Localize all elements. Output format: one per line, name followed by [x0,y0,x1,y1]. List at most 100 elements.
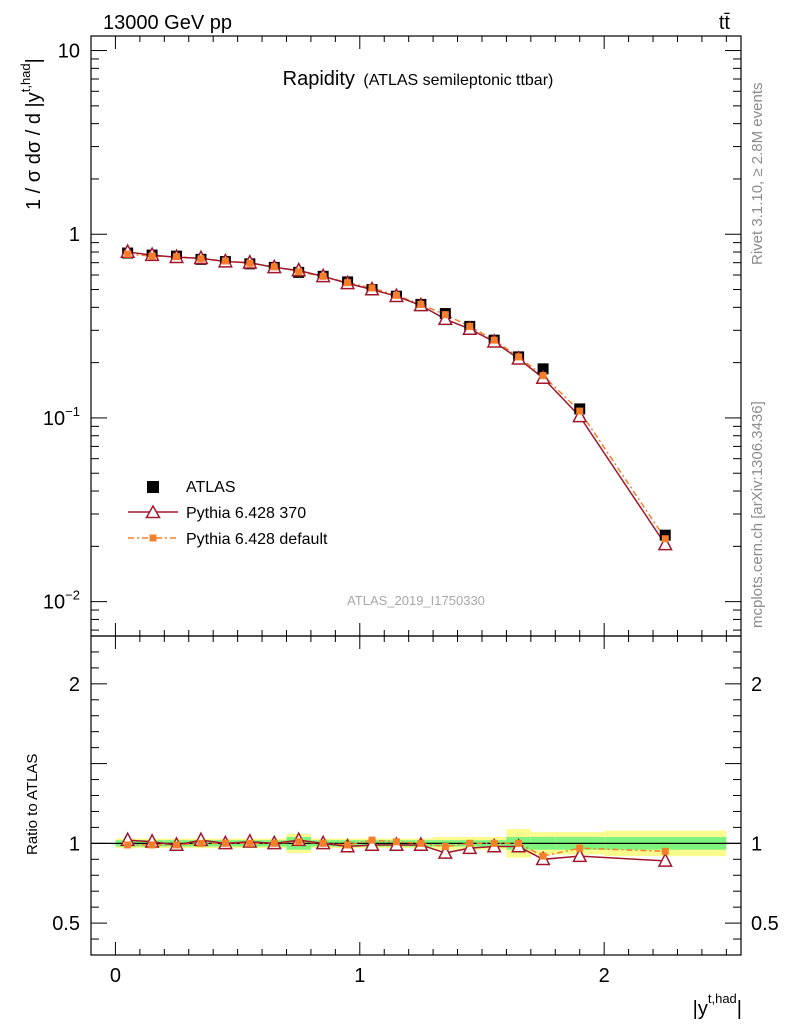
ratio-pythia-default-point [466,839,474,847]
main-y-axis-label: 1 / σ dσ / d |yt,had| [18,58,45,210]
rivet-label: Rivet 3.1.10, ≥ 2.8M events [749,83,766,266]
ratio-pythia-default-point [576,844,584,852]
ratio-y-tick-label-left: 2 [69,674,80,696]
main-y-tick-label: 1 [69,224,80,246]
ratio-pythia-default-point [197,839,205,847]
ratio-pythia370-point [364,836,380,851]
main-y-tick-label-base: 10 [43,592,65,614]
main-y-tick-label: 10 [58,41,80,63]
ratio-pythia370-point [572,847,588,863]
pythia-default-point [441,311,449,319]
x-tick-label: 2 [599,965,610,987]
pythia-default-point [124,250,132,258]
ratio-y-tick-label-right: 0.5 [751,913,779,935]
pythia-default-point [173,253,181,261]
x-axis-label: |yt,had| [693,991,742,1020]
ratio-pythia-default-point [661,847,669,855]
main-y-tick-label: 10−2 [43,588,80,614]
ratio-pythia-default-point [295,838,303,846]
x-axis-label-text: |y [693,998,708,1020]
atlas-point [659,529,671,541]
ratio-pythia370-point [462,839,478,855]
ratio-pythia-default-point [392,838,400,846]
atlas-point [537,363,549,375]
pythia-default-point [661,535,669,543]
x-tick-label: 1 [354,965,365,987]
chart-subtitle: (ATLAS semileptonic ttbar) [363,72,553,89]
ratio-y-tick-label-left: 0.5 [52,913,80,935]
ratio-plot-frame [90,635,742,956]
ratio-pythia-default-point [490,839,498,847]
legend: ATLAS Pythia 6.428 370 Pythia 6.428 defa… [128,479,328,548]
ratio-panel-data [120,831,673,867]
ratio-pythia-default-point [221,839,229,847]
energy-label: 13000 GeV pp [103,12,232,34]
main-y-tick-label: 10−1 [43,404,80,430]
ratio-pythia-default-point [344,841,352,849]
ratio-y-tick-label-right: 2 [751,674,762,696]
pythia-default-point [515,353,523,361]
pythia-default-point [368,284,376,292]
pythia-default-point [221,257,229,265]
ratio-pythia-default-point [417,839,425,847]
pythia370-point [572,407,588,423]
ratio-pythia-default-point [270,839,278,847]
main-y-tick-label-exponent: −1 [65,404,80,419]
legend-marker-pythia370 [145,504,161,519]
legend-marker-atlas [147,481,159,493]
legend-label-pythia-default: Pythia 6.428 default [186,531,328,548]
main-y-tick-label-base: 1 [69,224,80,246]
pythia-default-point [490,336,498,344]
legend-marker-pythia-default [149,534,157,542]
pythia-default-point [246,259,254,267]
main-y-tick-label-base: 10 [43,408,65,430]
pythia-default-point [295,268,303,276]
ratio-pythia-default-point [124,841,132,849]
chart-title-group: Rapidity (ATLAS semileptonic ttbar) [283,68,554,90]
pythia370-point [657,535,673,551]
analysis-label: ATLAS_2019_I1750330 [347,593,485,608]
pythia-default-point [319,272,327,280]
process-label: tt̄ [719,12,731,34]
ratio-pythia370-point [437,844,453,859]
main-y-axis-label-end: | [23,58,45,63]
mcplots-label: mcplots.cern.ch [arXiv:1306.3436] [749,401,766,628]
ratio-pythia-default-point [319,839,327,847]
pythia-default-line [127,253,666,540]
ratio-pythia-default-point [539,852,547,860]
ratio-pythia-default-point [515,839,523,847]
ratio-pythia-default-point [368,836,376,844]
x-tick-label: 0 [110,965,121,987]
pythia-default-point [539,372,547,380]
ratio-pythia-default-point [173,841,181,849]
ratio-pythia-default-point [246,839,254,847]
x-axis-label-sup: t,had [708,991,737,1006]
pythia-default-point [466,322,474,330]
chart-title: Rapidity [283,68,355,90]
x-axis-label-end: | [737,998,742,1020]
main-y-axis-label-text: 1 / σ dσ / d |y [23,92,45,210]
main-panel-data [120,243,673,551]
pythia-default-point [392,291,400,299]
ratio-y-axis-label: Ratio to ATLAS [24,754,41,855]
pythia-default-point [197,255,205,263]
main-y-axis-label-sup: t,had [18,63,33,92]
ratio-pythia370-point [657,852,673,867]
pythia-default-point [148,252,156,260]
pythia-default-point [270,263,278,271]
ratio-y-tick-label-right: 1 [751,833,762,855]
main-y-tick-label-base: 10 [58,41,80,63]
pythia-default-point [417,300,425,308]
ratio-pythia-default-line [127,839,666,857]
pythia370-point [437,310,453,326]
main-y-tick-label-exponent: −2 [65,588,80,603]
pythia-default-point [344,279,352,287]
pythia-default-point [576,407,584,415]
ratio-y-tick-label-left: 1 [69,833,80,855]
legend-label-pythia370: Pythia 6.428 370 [186,505,306,522]
ratio-pythia-default-point [441,843,449,851]
legend-label-atlas: ATLAS [186,479,236,496]
